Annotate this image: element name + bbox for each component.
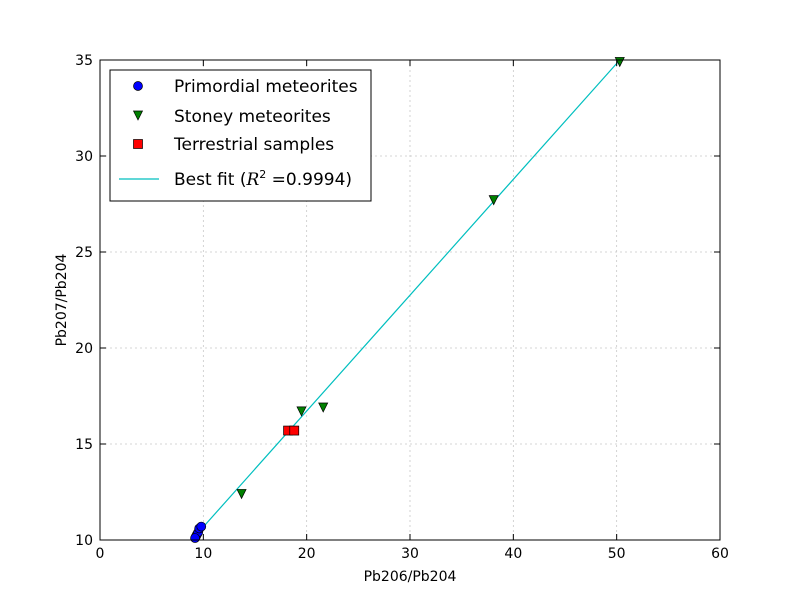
x-tick-label: 40 <box>504 546 522 562</box>
data-layer <box>190 57 625 543</box>
point-stoney <box>236 489 247 500</box>
x-tick-label: 60 <box>711 546 729 562</box>
legend-marker-terrestrial <box>133 139 143 149</box>
point-stoney <box>318 402 329 413</box>
point-primordial <box>190 533 200 543</box>
legend-label-best-fit-math: R <box>245 170 259 190</box>
y-tick-label: 20 <box>75 341 93 357</box>
best-fit-line <box>194 59 621 537</box>
legend-marker-primordial <box>133 81 143 91</box>
point-primordial <box>196 521 207 532</box>
y-tick-label: 10 <box>75 533 93 549</box>
legend-label-best-fit: Best fit (R2 =0.9994) <box>174 168 352 190</box>
x-tick-label: 20 <box>298 546 316 562</box>
point-stoney <box>488 195 499 206</box>
x-tick-label: 0 <box>96 546 105 562</box>
point-terrestrial <box>289 425 300 436</box>
legend-label-terrestrial: Terrestrial samples <box>173 135 334 155</box>
point-stoney <box>296 406 307 417</box>
x-tick-label: 30 <box>401 546 419 562</box>
x-axis-label: Pb206/Pb204 <box>364 569 457 585</box>
y-tick-label: 30 <box>75 149 93 165</box>
y-tick-label: 15 <box>75 437 93 453</box>
legend-label-primordial: Primordial meteorites <box>174 77 358 97</box>
legend-marker-stoney <box>132 110 144 121</box>
y-tick-label: 35 <box>75 53 93 69</box>
y-tick-label: 25 <box>75 245 93 261</box>
legend-label-best-fit-prefix: Best fit ( <box>174 170 246 190</box>
x-tick-label: 10 <box>194 546 212 562</box>
y-axis-label: Pb207/Pb204 <box>54 254 70 347</box>
legend: Primordial meteorites Stoney meteorites … <box>109 69 372 202</box>
legend-label-best-fit-sup: 2 <box>259 168 266 181</box>
legend-label-best-fit-suffix: =0.9994) <box>266 170 352 190</box>
x-tick-label: 50 <box>608 546 626 562</box>
legend-label-stoney: Stoney meteorites <box>174 107 331 127</box>
